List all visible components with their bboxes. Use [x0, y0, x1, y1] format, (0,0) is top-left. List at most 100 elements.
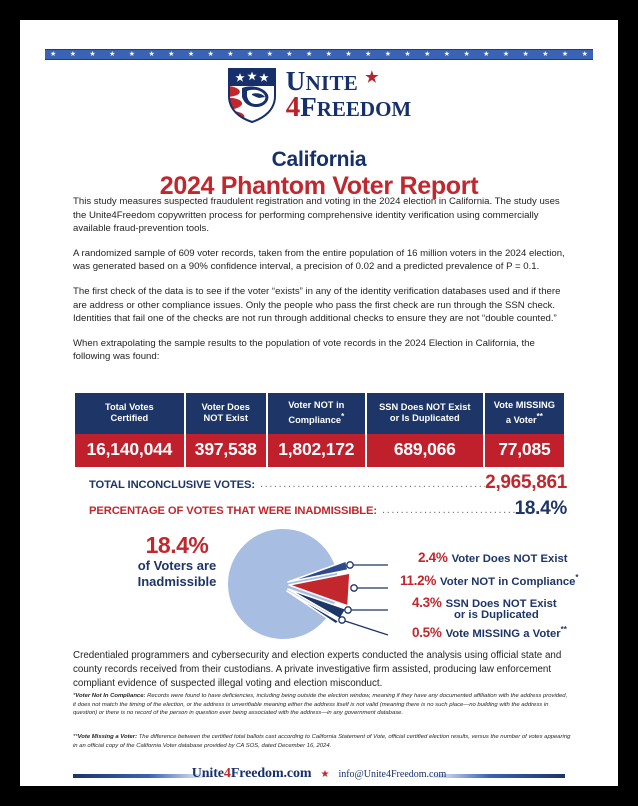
legend-item-ssn-does-not-exist: 4.3% SSN Does NOT Exist [412, 595, 557, 610]
banner-star-icon: ★ [443, 51, 451, 58]
star-banner: ★ ★ ★ ★ ★ ★ ★ ★ ★ ★ ★ ★ ★ ★ ★ ★ ★ ★ ★ ★ ★ ★ ★ ★ ★ ★ ★ ★ [45, 49, 593, 60]
legend-percent: 11.2% [400, 573, 437, 588]
banner-star-icon: ★ [266, 51, 273, 58]
page-title: 2024 Phantom Voter Report [159, 172, 479, 200]
document-page: ★ ★ ★ ★ ★ ★ ★ ★ ★ ★ ★ ★ ★ ★ ★ ★ ★ ★ ★ ★ ★ ★ ★ ★ ★ ★ ★ ★ [20, 20, 618, 786]
legend-label: SSN Does NOT Exist [445, 598, 557, 610]
banner-star-icon: ★ [463, 51, 470, 58]
table-header-cell: Voter Does NOT Exist [185, 393, 266, 434]
footer-email-link[interactable]: info@Unite4Freedom.com [338, 768, 447, 780]
shield-eagle-icon [227, 68, 276, 124]
total-inconclusive-value: 2,965,861 [485, 472, 567, 493]
legend-label: Voter Does NOT Exist [451, 553, 568, 565]
banner-star-icon: ★ [50, 51, 57, 58]
pie-callout-percent: 18.4% [145, 532, 209, 558]
table-header-cell: Voter NOT in Compliance* [267, 393, 365, 434]
banner-star-icon: ★ [128, 51, 136, 58]
footer-website-link[interactable]: Unite4Freedom.com [191, 766, 312, 781]
footnote-term: Voter Not In Compliance: [75, 693, 146, 699]
percentage-inadmissible-row: PERCENTAGE OF VOTES THAT WERE INADMISSIB… [89, 498, 567, 520]
footer-rule-left [73, 774, 211, 778]
table-row: 16,140,044 397,538 1,802,172 689,066 77,085 [75, 433, 564, 467]
banner-star-icon: ★ [325, 51, 332, 58]
table-value-cell: 16,140,044 [75, 433, 184, 467]
footnote-text: The difference between the certified tot… [73, 734, 571, 749]
logo: UNITE ★ 4 F REEDOM [20, 66, 618, 124]
banner-star-icon: ★ [187, 51, 195, 58]
banner-star-icon: ★ [522, 51, 529, 58]
table-value-cell: 689,066 [366, 433, 483, 467]
paragraph: The first check of the data is to see if… [73, 285, 561, 325]
legend-label: Vote MISSING a Voter** [445, 625, 567, 640]
footnote-term: Vote Missing a Voter: [77, 734, 138, 740]
pie-marker-4 [338, 616, 346, 624]
footnote-vote-missing-a-voter: **Vote Missing a Voter: The difference b… [73, 733, 571, 750]
legend-percent: 4.3% [412, 595, 442, 610]
pie-chart [228, 529, 389, 639]
logo-line-unite: UNITE ★ [285, 66, 379, 97]
table-header-row: Total Votes Certified Voter Does NOT Exist V… [75, 393, 564, 434]
pie-callout-line1: of Voters are [137, 558, 217, 573]
footnote-mark: ** [73, 734, 78, 740]
page-subtitle-state: California [271, 148, 367, 171]
total-inconclusive-label: TOTAL INCONCLUSIVE VOTES: [89, 479, 255, 491]
pie-callout-line2: Inadmissible [137, 574, 217, 589]
banner-star-icon: ★ [542, 51, 549, 58]
logo-line-freedom: 4 F REEDOM [285, 91, 412, 124]
banner-star-icon: ★ [286, 51, 293, 58]
table-value-cell: 77,085 [484, 433, 564, 467]
banner-star-icon: ★ [207, 51, 214, 58]
banner-star-icon: ★ [384, 51, 391, 58]
legend-percent: 2.4% [418, 550, 448, 565]
leader-dots: ........................................… [382, 504, 515, 516]
banner-star-icon: ★ [168, 51, 175, 58]
intro-paragraphs: This study measures suspected fraudulent… [73, 195, 565, 375]
table-value-cell: 1,802,172 [267, 433, 365, 467]
pie-slice-voter-not-in-compliance [288, 572, 351, 607]
banner-star-icon: ★ [69, 51, 76, 58]
pie-slice-ssn-does-not-exist [287, 588, 347, 620]
footnote-text: Records were found to have deficiencies,… [73, 693, 568, 717]
table-header-cell: SSN Does NOT Exist or Is Duplicated [366, 393, 483, 434]
table-value-cell: 397,538 [185, 433, 266, 467]
pie-callout: 18.4% of Voters are Inadmissible [118, 533, 236, 590]
total-inconclusive-row: TOTAL INCONCLUSIVE VOTES: ..............… [89, 472, 567, 494]
footer-rule-right [427, 774, 565, 778]
banner-star-icon: ★ [581, 51, 588, 58]
legend-item-voter-not-in-compliance: 11.2% Voter NOT in Compliance* [400, 573, 579, 588]
banner-star-icon: ★ [424, 51, 431, 58]
pie-chart-section: 18.4% of Voters are Inadmissible [73, 525, 579, 645]
percentage-inadmissible-value: 18.4% [514, 498, 568, 519]
legend-item-voter-does-not-exist: 2.4% Voter Does NOT Exist [418, 550, 568, 565]
banner-star-icon: ★ [483, 51, 490, 58]
footnote-voter-not-in-compliance: *Voter Not In Compliance: Records were f… [73, 692, 571, 718]
banner-star-icon: ★ [246, 51, 254, 58]
paragraph: A randomized sample of 609 voter records… [73, 247, 565, 273]
footnote-mark: * [73, 693, 76, 699]
banner-star-icon: ★ [502, 51, 510, 58]
banner-star-icon: ★ [365, 51, 372, 58]
pie-marker-3 [344, 606, 352, 614]
footer-center: Unite4Freedom.com ★ info@Unite4Freedom.c… [20, 766, 618, 782]
closing-paragraph: Credentialed programmers and cybersecuri… [73, 650, 562, 689]
table-header-cell: Vote MISSING a Voter** [484, 393, 564, 434]
legend-label-line2: or is Duplicated [454, 609, 539, 621]
pie-slice-vote-missing-a-voter [286, 590, 340, 625]
banner-star-icon: ★ [109, 51, 116, 58]
banner-star-icon: ★ [345, 51, 352, 58]
leader-dots: ........................................… [259, 478, 486, 490]
table-header-cell: Total Votes Certified [75, 393, 184, 434]
legend-item-vote-missing-a-voter: 0.5% Vote MISSING a Voter** [412, 625, 567, 640]
banner-star-icon: ★ [89, 51, 96, 58]
paragraph: This study measures suspected fraudulent… [73, 196, 560, 235]
results-table: Total Votes Certified Voter Does NOT Exist V… [73, 393, 566, 467]
percentage-inadmissible-label: PERCENTAGE OF VOTES THAT WERE INADMISSIB… [89, 505, 378, 517]
banner-star-icon: ★ [227, 51, 234, 58]
paragraph: When extrapolating the sample results to… [73, 337, 535, 363]
pie-slice-remainder [228, 529, 338, 639]
footer-star-icon: ★ [320, 768, 330, 780]
legend-label: Voter NOT in Compliance* [440, 573, 579, 588]
banner-star-icon: ★ [305, 51, 313, 58]
pie-marker-1 [346, 561, 354, 569]
pie-marker-2 [350, 584, 358, 592]
